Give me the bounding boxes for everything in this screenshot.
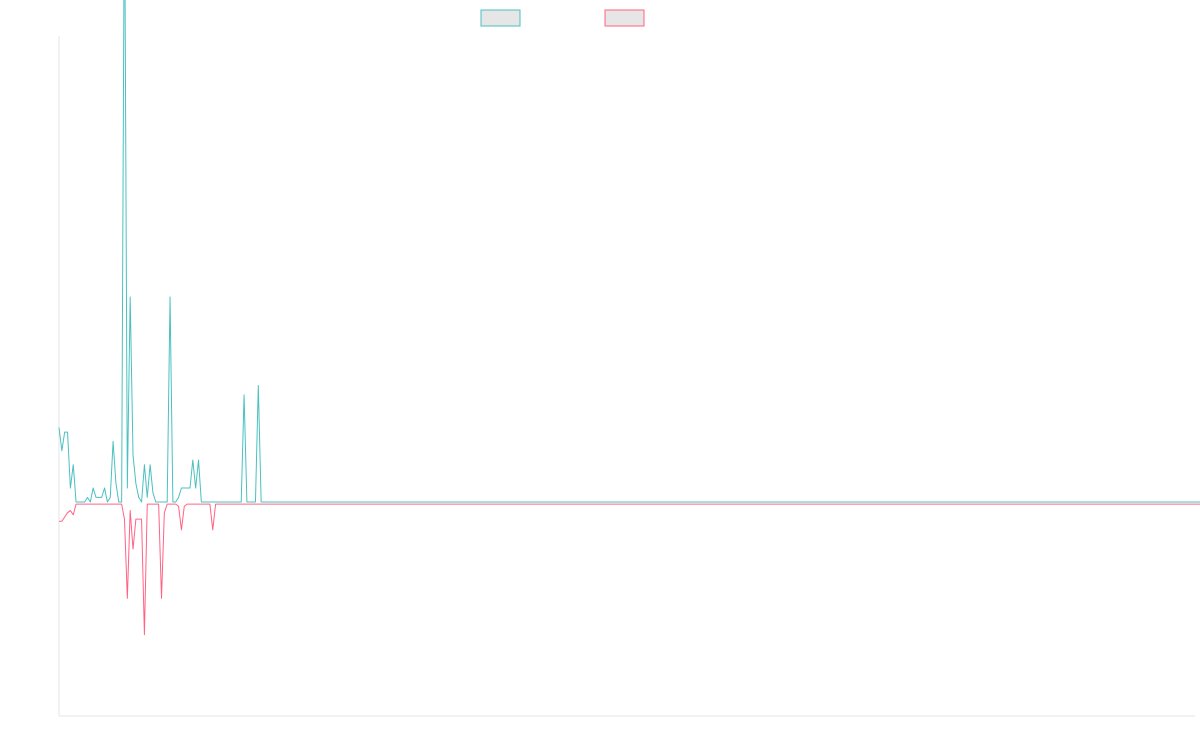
legend-swatch-1 (480, 9, 521, 27)
legend (480, 9, 645, 27)
axes (58, 36, 1195, 717)
series-line-1 (58, 0, 1200, 503)
series-line-2 (59, 503, 1200, 636)
series-lines (58, 0, 1200, 636)
legend-swatch-2 (604, 9, 645, 27)
